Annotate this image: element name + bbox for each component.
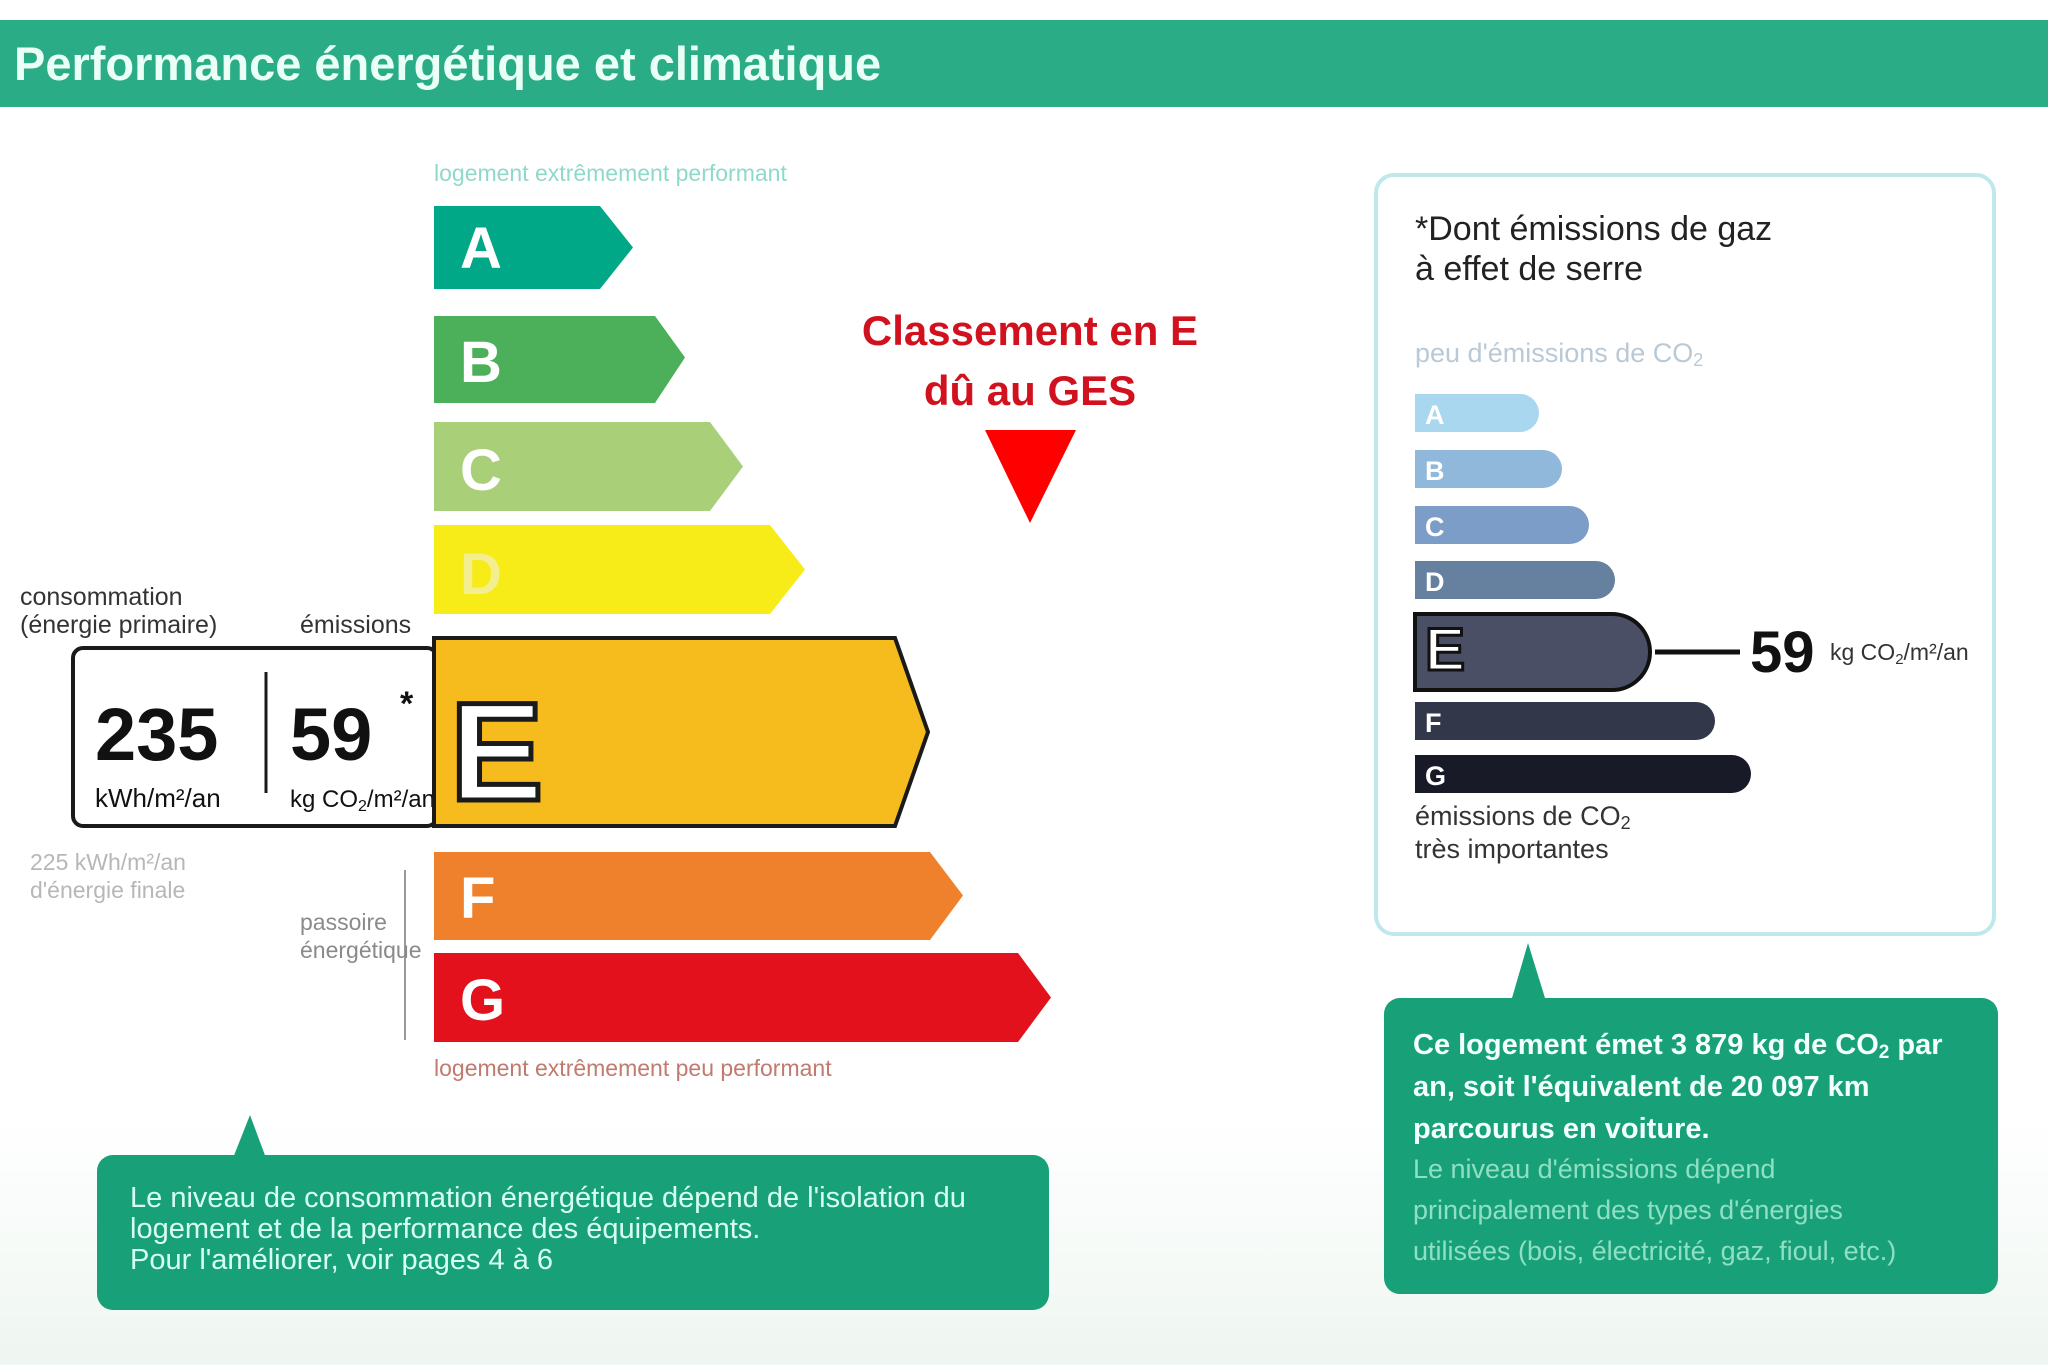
svg-text:Le niveau de consommation éner: Le niveau de consommation énergétique dé… — [130, 1182, 966, 1214]
svg-text:B: B — [460, 330, 502, 395]
svg-text:D: D — [1425, 567, 1445, 597]
svg-text:F: F — [1425, 708, 1442, 738]
svg-text:Classement en E: Classement en E — [862, 307, 1198, 354]
svg-text:logement et de la performance: logement et de la performance des équipe… — [130, 1213, 760, 1245]
svg-text:D: D — [460, 542, 502, 607]
svg-text:F: F — [460, 866, 495, 931]
svg-text:parcourus en voiture.: parcourus en voiture. — [1413, 1113, 1710, 1145]
svg-text:59: 59 — [1750, 620, 1815, 685]
svg-text:énergétique: énergétique — [300, 937, 422, 963]
svg-text:Pour l'améliorer, voir pages 4: Pour l'améliorer, voir pages 4 à 6 — [130, 1244, 553, 1276]
svg-text:C: C — [460, 438, 502, 503]
svg-text:(énergie primaire): (énergie primaire) — [20, 611, 217, 639]
svg-text:235: 235 — [95, 693, 218, 776]
svg-text:peu d'émissions de CO2: peu d'émissions de CO2 — [1415, 338, 1703, 370]
svg-text:G: G — [460, 968, 505, 1033]
svg-text:59: 59 — [290, 693, 372, 776]
svg-text:consommation: consommation — [20, 583, 183, 611]
svg-text:dû au GES: dû au GES — [924, 367, 1136, 414]
svg-text:à effet de serre: à effet de serre — [1415, 250, 1643, 288]
svg-text:A: A — [460, 216, 502, 281]
svg-text:émissions de CO2: émissions de CO2 — [1415, 801, 1631, 833]
svg-text:d'énergie finale: d'énergie finale — [30, 877, 185, 903]
svg-text:an, soit l'équivalent de 20 09: an, soit l'équivalent de 20 097 km — [1413, 1071, 1870, 1103]
svg-text:passoire: passoire — [300, 909, 387, 935]
svg-text:A: A — [1425, 400, 1445, 430]
svg-text:Le niveau d'émissions dépend: Le niveau d'émissions dépend — [1413, 1154, 1775, 1184]
svg-text:très importantes: très importantes — [1415, 834, 1609, 864]
svg-text:*: * — [400, 685, 414, 723]
svg-text:E: E — [450, 673, 543, 830]
svg-text:225 kWh/m²/an: 225 kWh/m²/an — [30, 849, 186, 875]
svg-text:C: C — [1425, 512, 1445, 542]
svg-text:Ce logement émet 3 879 kg de C: Ce logement émet 3 879 kg de CO2 par — [1413, 1029, 1943, 1063]
svg-text:B: B — [1425, 456, 1445, 486]
svg-text:E: E — [1425, 616, 1465, 683]
svg-text:*Dont émissions de gaz: *Dont émissions de gaz — [1415, 210, 1772, 248]
svg-text:G: G — [1425, 761, 1446, 791]
svg-text:kWh/m²/an: kWh/m²/an — [95, 783, 221, 813]
svg-text:émissions: émissions — [300, 611, 411, 639]
svg-text:utilisées (bois, électricité,: utilisées (bois, électricité, gaz, fioul… — [1413, 1236, 1896, 1266]
svg-text:principalement des types d'éne: principalement des types d'énergies — [1413, 1195, 1843, 1225]
